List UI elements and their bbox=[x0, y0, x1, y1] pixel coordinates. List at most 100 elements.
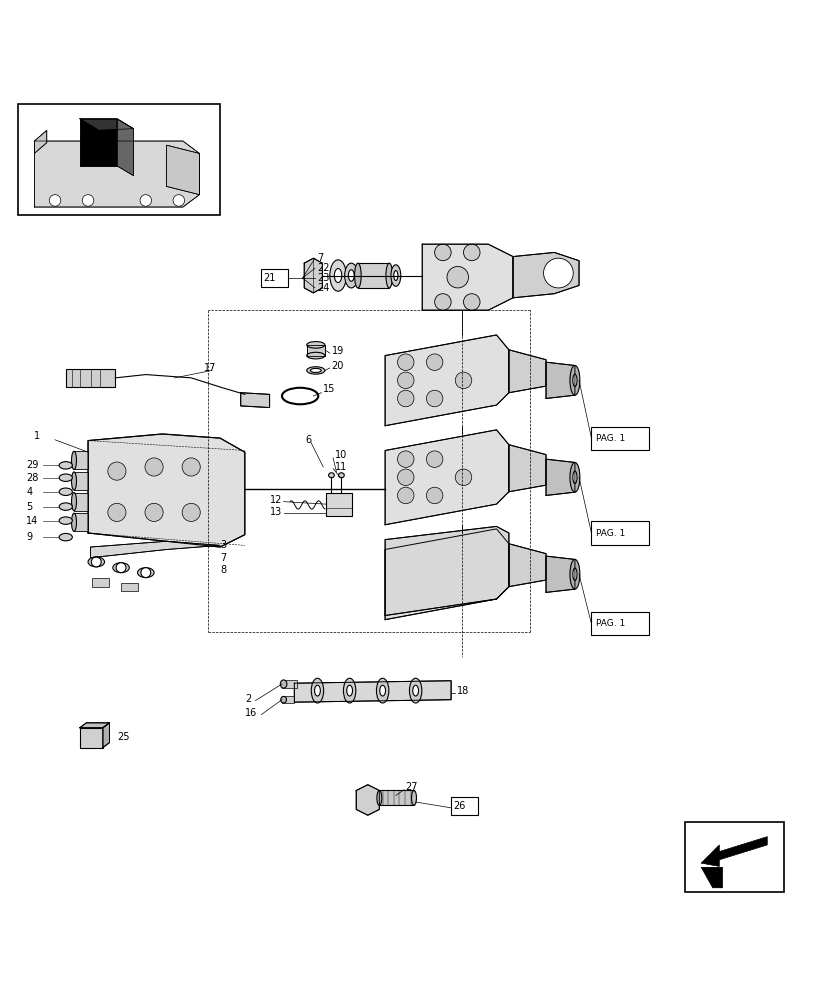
Bar bbox=[74, 451, 88, 469]
Ellipse shape bbox=[380, 685, 385, 696]
Bar bbox=[74, 472, 88, 490]
Text: 28: 28 bbox=[26, 473, 39, 483]
Text: 2: 2 bbox=[245, 694, 251, 704]
Polygon shape bbox=[294, 681, 451, 702]
Circle shape bbox=[397, 372, 414, 389]
Text: 25: 25 bbox=[117, 732, 129, 742]
Text: 17: 17 bbox=[203, 363, 216, 373]
Polygon shape bbox=[509, 350, 545, 393]
Ellipse shape bbox=[59, 533, 72, 541]
Circle shape bbox=[434, 294, 451, 310]
Polygon shape bbox=[88, 434, 245, 547]
Polygon shape bbox=[35, 130, 46, 153]
Circle shape bbox=[397, 390, 414, 407]
Bar bbox=[451, 797, 477, 815]
Polygon shape bbox=[103, 723, 109, 748]
Ellipse shape bbox=[572, 471, 576, 483]
Text: 5: 5 bbox=[26, 502, 32, 512]
Bar bbox=[684, 822, 782, 892]
Polygon shape bbox=[241, 393, 270, 408]
Ellipse shape bbox=[569, 462, 579, 492]
Text: 8: 8 bbox=[220, 565, 226, 575]
Ellipse shape bbox=[328, 473, 334, 478]
Bar bbox=[282, 680, 296, 688]
Ellipse shape bbox=[376, 790, 381, 805]
Text: 20: 20 bbox=[331, 361, 343, 371]
Text: 12: 12 bbox=[270, 495, 282, 505]
Circle shape bbox=[173, 195, 184, 206]
Circle shape bbox=[397, 354, 414, 370]
Circle shape bbox=[397, 487, 414, 504]
Ellipse shape bbox=[88, 557, 104, 567]
Text: 11: 11 bbox=[334, 462, 347, 472]
Bar bbox=[121, 583, 137, 591]
Text: 18: 18 bbox=[457, 686, 469, 696]
Circle shape bbox=[108, 462, 126, 480]
Circle shape bbox=[145, 458, 163, 476]
Ellipse shape bbox=[71, 513, 76, 531]
Ellipse shape bbox=[394, 271, 398, 280]
Ellipse shape bbox=[59, 474, 72, 481]
Ellipse shape bbox=[310, 368, 321, 373]
Circle shape bbox=[434, 244, 451, 261]
Circle shape bbox=[397, 584, 414, 601]
Circle shape bbox=[397, 469, 414, 486]
Ellipse shape bbox=[354, 263, 361, 288]
Ellipse shape bbox=[343, 678, 356, 703]
Polygon shape bbox=[509, 544, 545, 587]
Ellipse shape bbox=[314, 685, 320, 696]
Ellipse shape bbox=[411, 790, 416, 805]
Text: 21: 21 bbox=[263, 273, 275, 283]
Text: 10: 10 bbox=[334, 450, 347, 460]
Circle shape bbox=[426, 548, 442, 564]
Polygon shape bbox=[304, 258, 322, 293]
Circle shape bbox=[426, 390, 442, 407]
Text: 23: 23 bbox=[317, 273, 329, 283]
Circle shape bbox=[455, 469, 471, 486]
Circle shape bbox=[82, 195, 93, 206]
Bar bbox=[590, 427, 648, 450]
Polygon shape bbox=[422, 244, 513, 310]
Polygon shape bbox=[385, 529, 509, 620]
Polygon shape bbox=[79, 723, 109, 728]
Ellipse shape bbox=[306, 352, 324, 359]
Circle shape bbox=[141, 568, 151, 578]
Text: 29: 29 bbox=[26, 460, 39, 470]
Ellipse shape bbox=[311, 678, 323, 703]
Bar bbox=[379, 790, 414, 805]
Text: 4: 4 bbox=[26, 487, 32, 497]
Ellipse shape bbox=[306, 342, 324, 348]
Ellipse shape bbox=[280, 696, 286, 703]
Ellipse shape bbox=[112, 563, 129, 573]
Text: 1: 1 bbox=[35, 431, 41, 441]
Circle shape bbox=[49, 195, 60, 206]
Ellipse shape bbox=[71, 451, 76, 469]
Circle shape bbox=[397, 566, 414, 583]
Ellipse shape bbox=[390, 265, 400, 286]
Polygon shape bbox=[545, 362, 574, 398]
Circle shape bbox=[116, 563, 126, 573]
Polygon shape bbox=[79, 119, 133, 130]
Text: 6: 6 bbox=[304, 435, 311, 445]
Ellipse shape bbox=[59, 488, 72, 495]
Ellipse shape bbox=[59, 503, 72, 510]
Bar bbox=[357, 263, 389, 288]
Bar bbox=[261, 269, 288, 287]
Text: PAG. 1: PAG. 1 bbox=[595, 434, 624, 443]
Ellipse shape bbox=[338, 473, 344, 478]
Ellipse shape bbox=[572, 374, 576, 387]
Circle shape bbox=[182, 503, 200, 521]
Bar bbox=[92, 578, 108, 587]
Ellipse shape bbox=[334, 269, 342, 283]
Polygon shape bbox=[90, 541, 220, 558]
Ellipse shape bbox=[282, 388, 318, 404]
Bar bbox=[325, 493, 351, 516]
Text: 15: 15 bbox=[323, 384, 335, 394]
Polygon shape bbox=[700, 837, 767, 866]
Polygon shape bbox=[513, 252, 578, 298]
Ellipse shape bbox=[569, 559, 579, 589]
Text: 27: 27 bbox=[405, 782, 418, 792]
Bar bbox=[282, 696, 294, 703]
Polygon shape bbox=[79, 119, 117, 166]
Polygon shape bbox=[509, 445, 545, 492]
